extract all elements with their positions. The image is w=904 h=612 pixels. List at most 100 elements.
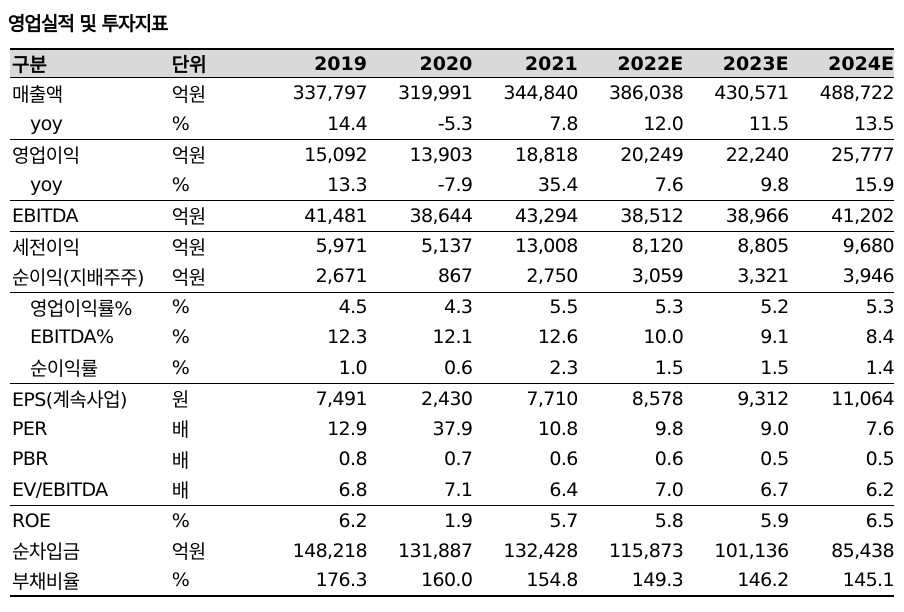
- row-value: 7,491: [315, 387, 368, 410]
- row-value: 8.4: [865, 326, 895, 349]
- row-value: 132,428: [503, 539, 578, 562]
- row-value: 8,805: [737, 235, 789, 258]
- row-value: 6.4: [549, 478, 578, 501]
- row-value: 146.2: [737, 569, 789, 592]
- row-value: 9,680: [842, 235, 895, 258]
- row-value: 148,218: [292, 539, 368, 562]
- row-value: 0.5: [760, 448, 789, 471]
- row-label: 영업이익률%: [30, 297, 132, 320]
- row-value: 9.0: [760, 417, 789, 440]
- row-value: 0.6: [549, 448, 578, 471]
- row-value: 5.2: [760, 296, 789, 319]
- row-unit: %: [171, 569, 190, 592]
- row-value: 20,249: [620, 143, 684, 166]
- table-row: PBR 배 0.8 0.7 0.6 0.6 0.5 0.5: [10, 444, 895, 475]
- row-value: 5.8: [654, 509, 684, 532]
- row-value: 0.6: [443, 356, 473, 379]
- row-value: 38,644: [409, 204, 473, 227]
- row-label: 순이익(지배주주): [12, 266, 144, 289]
- row-value: 10.0: [643, 326, 684, 349]
- row-value: 145.1: [842, 569, 895, 592]
- row-value: 5.3: [654, 296, 684, 319]
- row-value: 867: [437, 265, 473, 288]
- row-value: 6.2: [338, 509, 368, 532]
- row-value: 131,887: [398, 539, 473, 562]
- row-value: 7.6: [865, 417, 895, 440]
- row-value: 37.9: [432, 417, 473, 440]
- row-value: 25,777: [831, 143, 894, 166]
- row-value: 38,512: [620, 204, 684, 227]
- row-value: 160.0: [420, 569, 473, 592]
- financial-table: 구분 단위 2019 2020 2021 2022E 2023E 2024E 매…: [10, 48, 895, 597]
- row-value: 4.5: [338, 296, 368, 319]
- row-value: 344,840: [503, 82, 578, 105]
- table-row: yoy% 14.4 -5.3 7.8 12.0 11.5 13.5: [10, 109, 895, 140]
- row-value: 12.6: [537, 326, 579, 349]
- row-value: 337,797: [292, 82, 368, 105]
- row-value: 5.3: [865, 296, 895, 319]
- row-value: 3,946: [842, 265, 895, 288]
- row-value: 6.2: [865, 478, 895, 501]
- row-value: 13.3: [327, 173, 368, 196]
- header-year: 2022E: [617, 52, 684, 75]
- row-value: 7.6: [654, 173, 684, 196]
- row-value: 176.3: [315, 569, 368, 592]
- table-row: EBITDA 억원 41,481 38,644 43,294 38,512 38,966 41…: [10, 200, 895, 231]
- row-value: 5.9: [760, 509, 789, 532]
- row-unit: %: [171, 296, 190, 319]
- row-value: 5.7: [549, 509, 578, 532]
- header-year: 2024E: [828, 52, 894, 75]
- table-row: yoy% 13.3 -7.9 35.4 7.6 9.8 15.9: [10, 170, 895, 201]
- row-unit: %: [171, 356, 190, 379]
- row-value: 0.7: [443, 448, 473, 471]
- row-value: 6.7: [760, 478, 789, 501]
- header-unit: 단위: [171, 54, 207, 76]
- row-value: 12.9: [327, 417, 368, 440]
- table-row: 세전이익 억원 5,971 5,137 13,008 8,120 8,805 9,680: [10, 230, 895, 262]
- table-row: EV/EBITDA 배 6.8 7.1 6.4 7.0 6.7 6.2: [10, 475, 895, 506]
- row-value: 35.4: [537, 173, 579, 196]
- row-unit: 배: [171, 480, 189, 503]
- row-value: 41,481: [304, 204, 367, 227]
- row-label: 순차입금: [12, 541, 80, 564]
- row-value: 7.1: [443, 478, 473, 501]
- row-value: 488,722: [819, 82, 895, 105]
- header-label: 구분: [12, 54, 47, 76]
- row-label: PBR: [12, 448, 49, 471]
- row-value: 1.5: [654, 356, 684, 379]
- row-value: 9.1: [760, 326, 789, 349]
- table-row: 부채비율% 176.3 160.0 154.8 149.3 146.2 145.1: [10, 566, 895, 597]
- table-header: 구분 단위 2019 2020 2021 2022E 2023E 2024E: [10, 48, 894, 78]
- table-body: 매출액 억원 337,797 319,991 344,840 386,038 430,571…: [10, 78, 895, 597]
- row-label: 영업이익: [12, 145, 80, 168]
- row-value: 430,571: [714, 82, 789, 105]
- row-label: EBITDA: [12, 204, 79, 227]
- row-unit: %: [171, 509, 190, 532]
- table-row: ROE% 6.2 1.9 5.7 5.8 5.9 6.5: [10, 505, 895, 536]
- row-label: EV/EBITDA: [12, 478, 108, 501]
- row-value: 0.8: [338, 448, 368, 471]
- table-row: PER 배 12.9 37.9 10.8 9.8 9.0 7.6: [10, 414, 895, 445]
- header-year: 2019: [314, 52, 367, 75]
- row-value: 22,240: [725, 143, 789, 166]
- row-label: EBITDA%: [30, 326, 114, 349]
- row-label: PER: [12, 417, 47, 440]
- row-label: 세전이익: [12, 236, 80, 259]
- row-value: 5,971: [315, 235, 368, 258]
- row-value: 2.3: [549, 356, 578, 379]
- row-value: 3,059: [631, 265, 684, 288]
- row-value: 4.3: [443, 296, 473, 319]
- row-value: 2,671: [315, 265, 368, 288]
- row-unit: 배: [171, 419, 189, 442]
- row-value: 1.4: [865, 356, 895, 379]
- table-row: EBITDA%% 12.3 12.1 12.6 10.0 9.1 8.4: [10, 322, 895, 353]
- row-value: 41,202: [831, 204, 894, 227]
- row-value: 14.4: [327, 112, 368, 135]
- row-value: 12.0: [643, 112, 684, 135]
- row-unit: 억원: [171, 83, 206, 106]
- table-row: 영업이익률%% 4.5 4.3 5.5 5.3 5.2 5.3: [10, 291, 895, 323]
- row-value: 7.8: [549, 112, 578, 135]
- row-value: 6.8: [338, 478, 368, 501]
- row-label: EPS(계속사업): [12, 389, 127, 412]
- row-value: 5.5: [549, 296, 578, 319]
